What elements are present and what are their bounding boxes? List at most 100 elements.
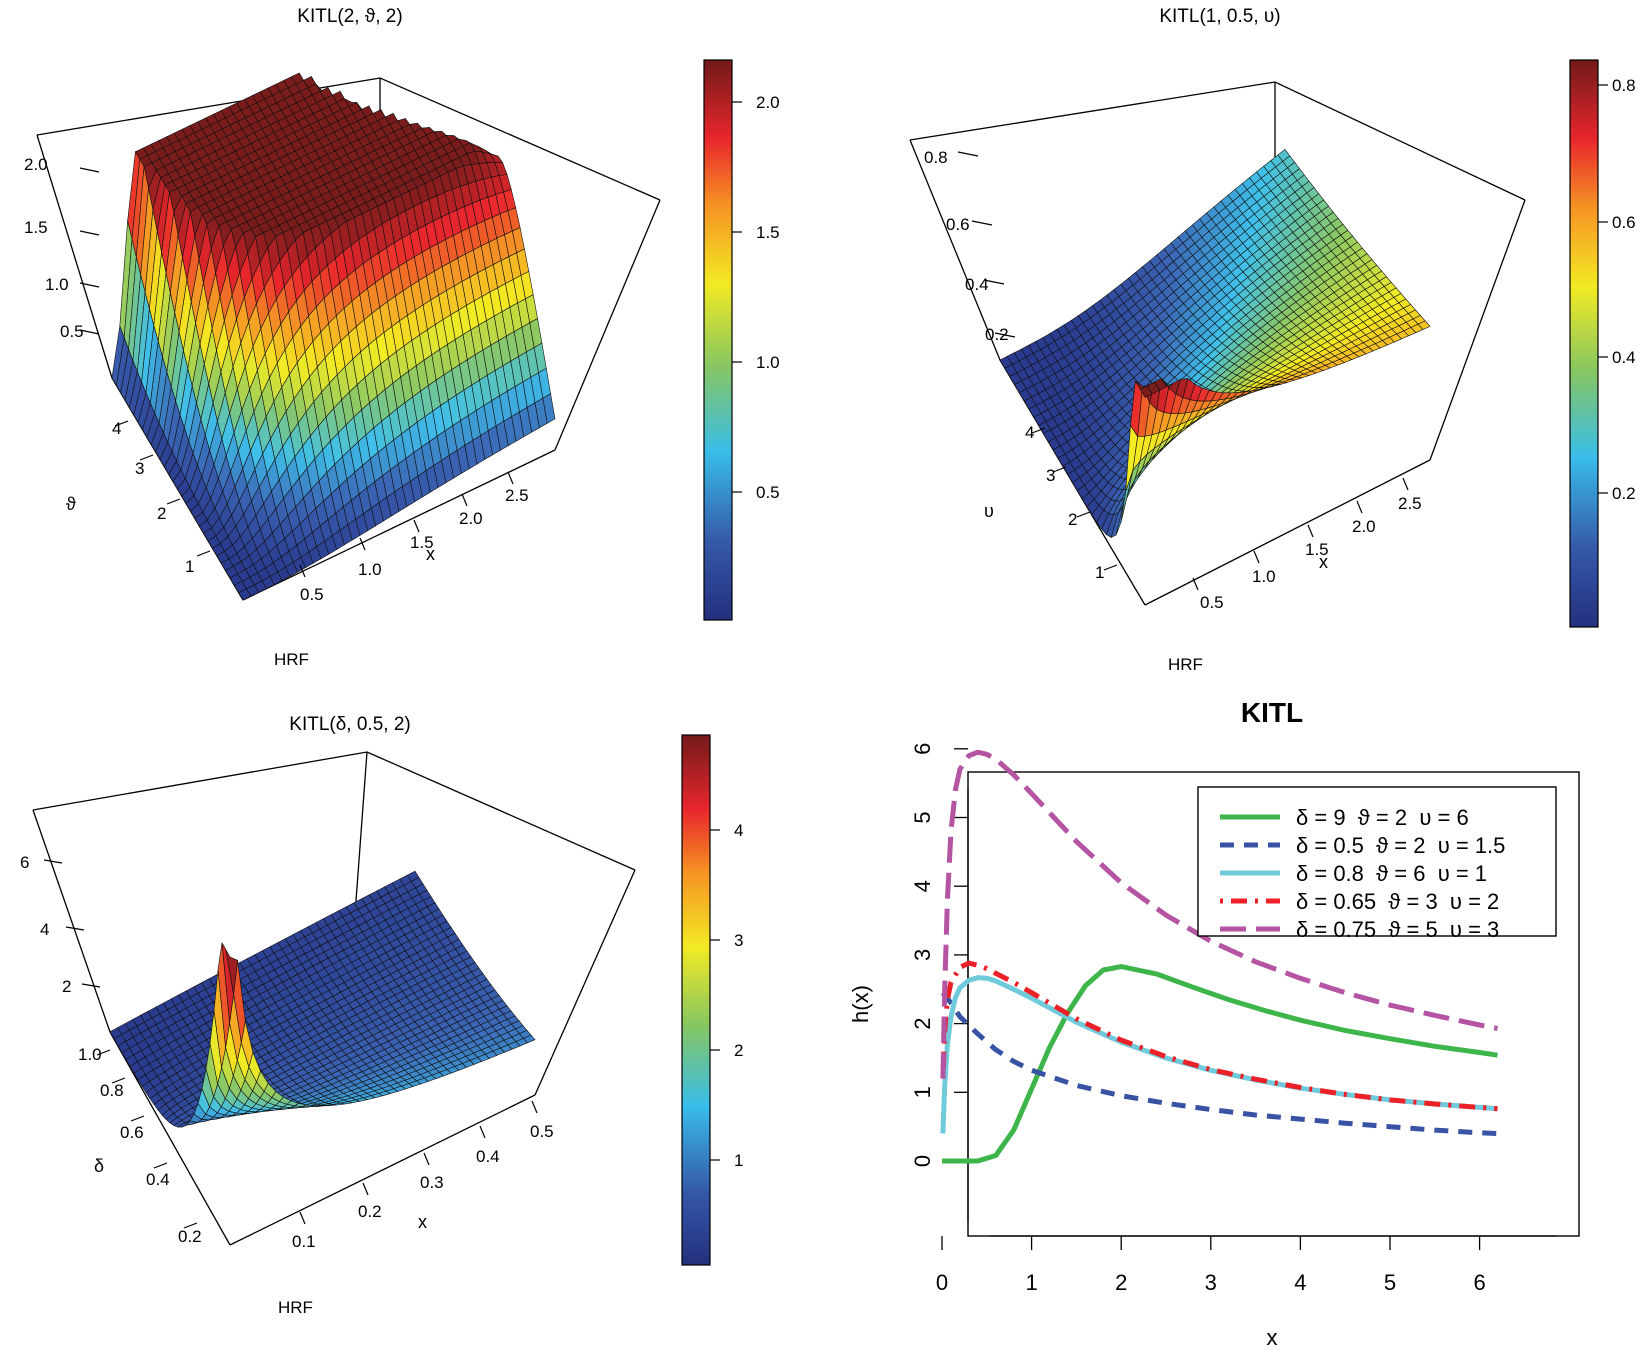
- panel-1-y-tick: 4: [112, 419, 121, 438]
- panel-2-colorbar-tick: 0.6: [1612, 213, 1636, 232]
- panel-4-title: KITL: [1241, 697, 1303, 728]
- panel-3-x-tick: 0.4: [476, 1147, 500, 1166]
- panel-4-series: [940, 749, 1498, 1164]
- panel-3-colorbar-bar: [681, 734, 711, 1266]
- panel-4-line-chart: KITL 0 1 2 3 4 5 6 0 1 2 3 4 5 6 x h(x) δ = 9 ϑ = 2 …: [848, 697, 1580, 1350]
- panel-1-x-axis: 0.5 1.0 1.5 2.0 2.5 x: [299, 471, 529, 604]
- panel-2-z-tick: 0.6: [946, 215, 970, 234]
- panel-1-x-tick: 0.5: [300, 585, 324, 604]
- panel-4-y-label: h(x): [848, 985, 873, 1023]
- legend-item: δ = 0.5 ϑ = 2 υ = 1.5: [1220, 833, 1505, 858]
- y-tick-label: 5: [910, 811, 935, 823]
- panel-1-colorbar-tick: 0.5: [756, 483, 780, 502]
- panel-2-x-tick: 1.0: [1252, 567, 1276, 586]
- surface-facet: [225, 949, 238, 995]
- panel-3-colorbar-tick: 3: [734, 931, 743, 950]
- y-tick-label: 2: [910, 1017, 935, 1029]
- panel-1-x-label: x: [426, 544, 435, 564]
- panel-2-x-tick: 0.5: [1200, 593, 1224, 612]
- panel-1-colorbar: 2.0 1.5 1.0 0.5: [703, 59, 780, 621]
- panel-2-z-label: HRF: [1168, 655, 1203, 674]
- panel-2-y-tick: 4: [1025, 423, 1034, 442]
- panel-1-surface: KITL(2, ϑ, 2) 2.0 1.5 1.0 0.5 4 3: [24, 6, 780, 669]
- panel-1-x-tick: 2.0: [459, 509, 483, 528]
- panel-2-colorbar-bar: [1569, 59, 1599, 628]
- panel-1-y-tick: 1: [185, 557, 194, 576]
- legend-label: δ = 9 ϑ = 2 υ = 6: [1296, 805, 1469, 830]
- panel-3-z-tick: 4: [40, 920, 49, 939]
- panel-2-x-tick: 2.0: [1352, 517, 1376, 536]
- panel-3-z-tick: 6: [20, 853, 29, 872]
- legend-label: δ = 0.75 ϑ = 5 υ = 3: [1296, 917, 1499, 942]
- panel-2-z-axis: 0.8 0.6 0.4 0.2: [924, 148, 1016, 344]
- panel-2-z-tick: 0.8: [924, 148, 948, 167]
- panel-3-title: KITL(δ, 0.5, 2): [289, 714, 410, 735]
- panel-3-x-tick: 0.2: [358, 1202, 382, 1221]
- panel-3-x-tick: 0.5: [530, 1122, 554, 1141]
- legend-item: δ = 0.65 ϑ = 3 υ = 2: [1220, 889, 1499, 914]
- surface-facet: [1139, 385, 1153, 398]
- legend-label: δ = 0.8 ϑ = 6 υ = 1: [1296, 861, 1487, 886]
- panel-2-z-tick: 0.2: [985, 325, 1009, 344]
- series-line-2: [940, 991, 1498, 1136]
- panel-1-x-tick: 1.0: [358, 560, 382, 579]
- panel-4-x-axis: 0 1 2 3 4 5 6: [936, 1235, 1556, 1295]
- legend-item: δ = 9 ϑ = 2 υ = 6: [1220, 805, 1469, 830]
- panel-1-colorbar-bar: [703, 59, 733, 621]
- panel-2-y-tick: 1: [1095, 563, 1104, 582]
- panel-2-colorbar-tick: 0.2: [1612, 484, 1636, 503]
- x-tick-label: 2: [1115, 1270, 1127, 1295]
- panel-3-x-label: x: [418, 1212, 427, 1232]
- x-tick-label: 1: [1025, 1270, 1037, 1295]
- panel-3-x-tick: 0.3: [420, 1173, 444, 1192]
- panel-1-y-label: ϑ: [66, 494, 76, 514]
- y-tick-label: 1: [910, 1086, 935, 1098]
- panel-3-z-tick: 2: [62, 977, 71, 996]
- x-tick-label: 3: [1205, 1270, 1217, 1295]
- legend-label: δ = 0.65 ϑ = 3 υ = 2: [1296, 889, 1499, 914]
- legend-item: δ = 0.8 ϑ = 6 υ = 1: [1220, 861, 1487, 886]
- panel-1-z-tick: 1.5: [24, 218, 48, 237]
- series-line-1: [942, 964, 1498, 1164]
- panel-3-colorbar-tick: 2: [734, 1041, 743, 1060]
- panel-2-y-axis: 4 3 2 1 υ: [984, 423, 1118, 582]
- panel-3-colorbar-tick: 1: [734, 1151, 743, 1170]
- y-tick-label: 3: [910, 949, 935, 961]
- panel-2-title: KITL(1, 0.5, υ): [1159, 6, 1280, 27]
- panel-2-y-label: υ: [984, 501, 994, 521]
- panel-1-x-tick: 2.5: [505, 486, 529, 505]
- panel-2-y-tick: 3: [1046, 466, 1055, 485]
- y-tick-label: 0: [910, 1155, 935, 1167]
- panel-1-z-axis: 2.0 1.5 1.0 0.5: [24, 155, 100, 341]
- panel-4-legend-box: [1197, 786, 1557, 937]
- panel-2-x-tick: 1.5: [1305, 540, 1329, 559]
- panel-3-y-tick: 0.8: [100, 1081, 124, 1100]
- panel-4-x-label: x: [1267, 1325, 1278, 1350]
- legend-item: δ = 0.75 ϑ = 5 υ = 3: [1220, 917, 1499, 942]
- panel-2-surface-mesh: [999, 148, 1431, 538]
- panel-3-colorbar-tick: 4: [734, 821, 743, 840]
- panel-3-x-axis: 0.1 0.2 0.3 0.4 0.5 x: [292, 1100, 554, 1251]
- panel-1-y-tick: 3: [135, 459, 144, 478]
- panel-4-y-axis: 0 1 2 3 4 5 6: [910, 743, 969, 1222]
- y-tick-label: 6: [910, 743, 935, 755]
- panel-1-surface-mesh: [111, 72, 556, 601]
- panel-4-legend: δ = 9 ϑ = 2 υ = 6 δ = 0.5 ϑ = 2 υ = 1.5 …: [1197, 786, 1557, 942]
- panel-3-z-label: HRF: [278, 1298, 313, 1317]
- panel-3-y-tick: 0.2: [178, 1227, 202, 1246]
- panel-3-y-tick: 0.6: [120, 1123, 144, 1142]
- panel-2-colorbar: 0.8 0.6 0.4 0.2: [1569, 59, 1636, 628]
- x-tick-label: 0: [936, 1270, 948, 1295]
- panel-1-z-label: HRF: [274, 650, 309, 669]
- panel-1-z-tick: 1.0: [45, 275, 69, 294]
- panel-1-title: KITL(2, ϑ, 2): [297, 6, 402, 27]
- panel-3-y-tick: 1.0: [78, 1045, 102, 1064]
- panel-2-x-axis: 0.5 1.0 1.5 2.0 2.5 x: [1192, 477, 1422, 612]
- panel-1-z-tick: 2.0: [24, 155, 48, 174]
- surface-facet: [238, 588, 252, 601]
- series-line-5: [940, 749, 1498, 1079]
- panel-2-colorbar-tick: 0.4: [1612, 348, 1636, 367]
- panel-2-x-tick: 2.5: [1398, 494, 1422, 513]
- panel-3-x-tick: 0.1: [292, 1232, 316, 1251]
